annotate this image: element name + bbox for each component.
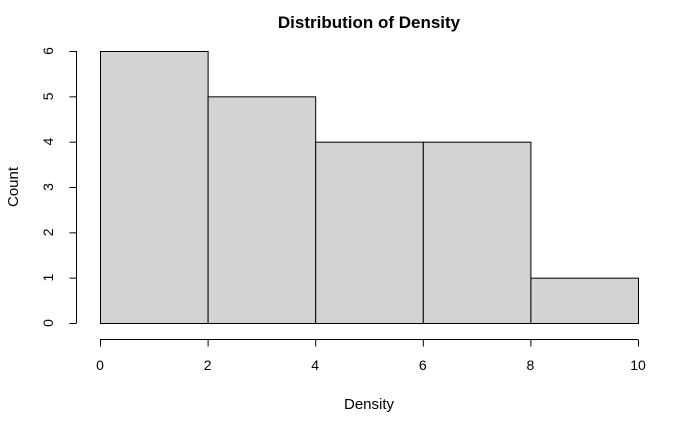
x-tick-label-4: 8 xyxy=(527,357,535,373)
x-tick-label-1: 2 xyxy=(204,357,212,373)
x-axis: 0 2 4 6 8 10 xyxy=(96,339,646,373)
y-axis: 0 1 2 3 4 5 6 xyxy=(40,47,77,327)
bars-group xyxy=(100,51,640,325)
y-tick-label-6: 6 xyxy=(40,47,56,55)
histogram-bar-1 xyxy=(207,96,317,325)
y-tick-label-1: 1 xyxy=(40,274,56,282)
y-tick-label-0: 0 xyxy=(40,319,56,327)
y-tick-label-4: 4 xyxy=(40,138,56,146)
x-tick-label-5: 10 xyxy=(630,357,646,373)
x-axis-label: Density xyxy=(344,396,395,413)
x-tick-label-2: 4 xyxy=(311,357,319,373)
histogram-bar-4 xyxy=(530,277,640,324)
y-tick-label-2: 2 xyxy=(40,228,56,236)
y-axis-label: Count xyxy=(5,166,22,207)
x-tick-label-0: 0 xyxy=(96,357,104,373)
x-tick-label-3: 6 xyxy=(419,357,427,373)
histogram-bar-0 xyxy=(100,51,209,324)
y-tick-label-5: 5 xyxy=(40,92,56,100)
histogram-bar-2 xyxy=(315,141,424,324)
y-tick-label-3: 3 xyxy=(40,183,56,191)
histogram-bar-3 xyxy=(422,141,532,324)
chart-title: Distribution of Density xyxy=(278,13,461,32)
